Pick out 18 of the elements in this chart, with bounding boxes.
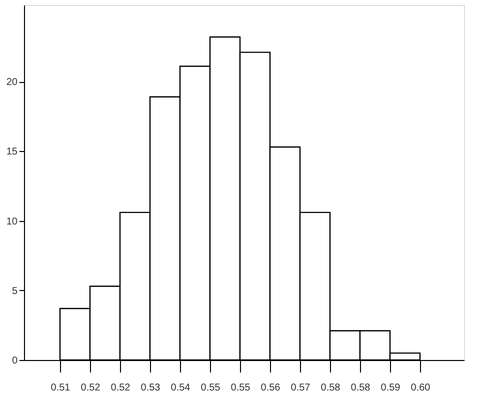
x-tick-label: 0.51 — [50, 382, 71, 394]
y-tick-label: 10 — [6, 216, 18, 228]
y-tick-label: 15 — [6, 146, 18, 158]
x-tick-label: 0.54 — [170, 382, 191, 394]
x-tick-label: 0.58 — [320, 382, 341, 394]
y-tick-label: 0 — [12, 356, 18, 366]
x-tick-label: 0.57 — [290, 382, 311, 394]
x-tick-label: 0.55 — [230, 382, 251, 394]
y-tick-label: 20 — [6, 77, 18, 88]
y-tick-label: 5 — [12, 286, 18, 297]
x-tick-label: 0.55 — [200, 382, 221, 394]
x-tick-label: 0.53 — [140, 382, 161, 394]
x-tick-label: 0.58 — [350, 382, 371, 394]
x-tick-label: 0.56 — [260, 382, 281, 394]
x-tick-label: 0.52 — [80, 382, 101, 394]
x-tick-label: 0.60 — [410, 382, 431, 394]
x-tick-label: 0.59 — [380, 382, 401, 394]
x-tick-label: 0.52 — [110, 382, 131, 394]
